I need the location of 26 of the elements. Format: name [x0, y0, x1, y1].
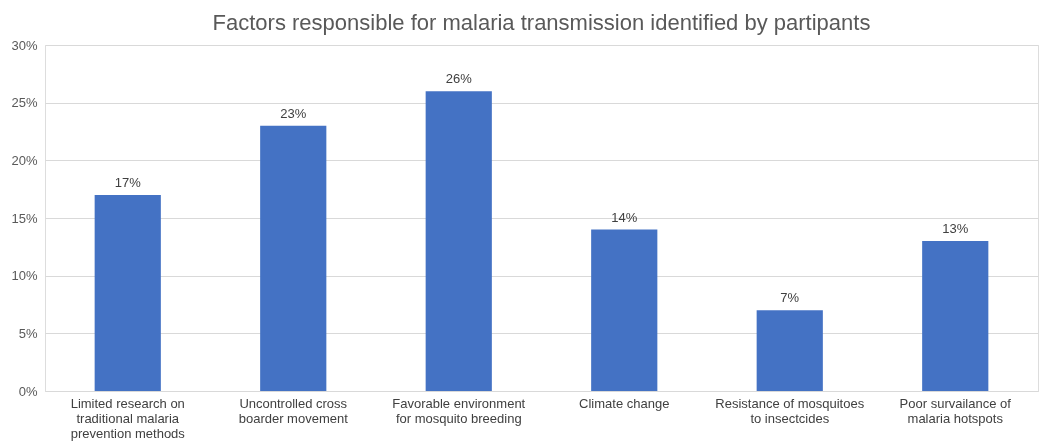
x-tick-label: Poor survailance of malaria hotspots — [899, 395, 1012, 426]
x-tick-label: Limited research on traditional malaria prevention methods — [70, 395, 186, 441]
y-tick-label: 10% — [11, 268, 38, 284]
y-tick-label: 5% — [18, 325, 38, 341]
x-tick-label: Climate change — [579, 395, 670, 411]
bar — [260, 125, 327, 391]
bar — [756, 310, 823, 391]
bar — [94, 194, 161, 391]
data-label: 23% — [280, 105, 307, 121]
data-label: 26% — [445, 71, 473, 87]
x-tick-label: Favorable environment for mosquito breeding — [392, 395, 526, 426]
chart-title: Factors responsible for malaria transmission identified by partipants — [212, 10, 871, 35]
x-tick-label: Resistance of mosquitoes to insectcides — [715, 395, 865, 426]
bar — [425, 91, 492, 391]
data-label: 17% — [114, 174, 142, 190]
y-tick-label: 30% — [11, 37, 38, 53]
bar — [591, 229, 658, 391]
data-label: 7% — [780, 290, 800, 306]
bar — [922, 241, 989, 391]
y-tick-label: 25% — [11, 95, 38, 111]
y-tick-label: 20% — [11, 152, 38, 168]
data-label: 14% — [611, 209, 638, 225]
data-label: 13% — [942, 221, 969, 237]
y-tick-label: 0% — [18, 383, 38, 399]
x-tick-label: Uncontrolled cross boarder movement — [238, 395, 349, 426]
y-tick-label: 15% — [11, 210, 38, 226]
